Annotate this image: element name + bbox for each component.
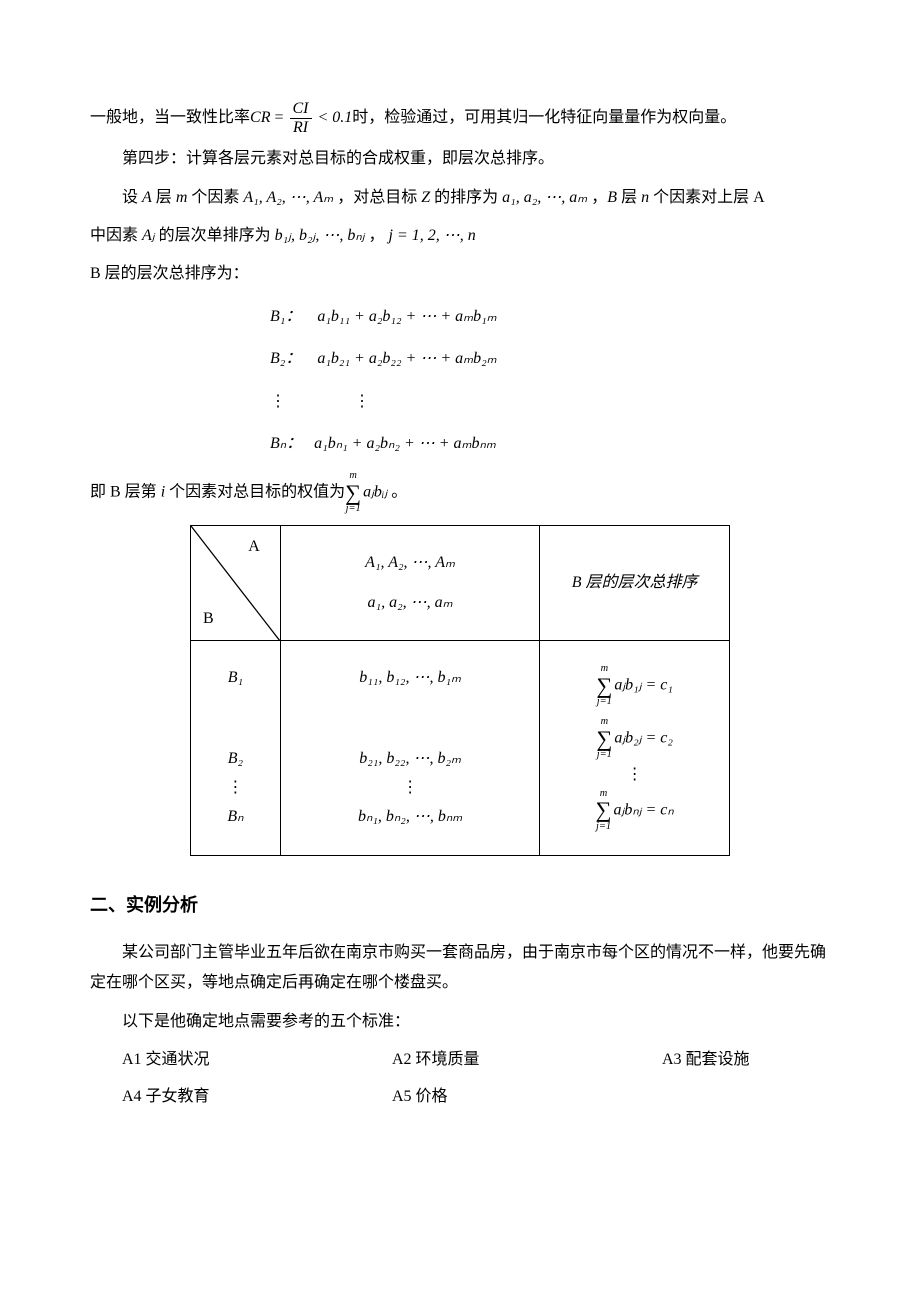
- sigma-icon: m∑j=1: [596, 664, 612, 707]
- term: aⱼbᵢⱼ: [363, 484, 387, 501]
- sigma-icon: m∑j=1: [596, 717, 612, 760]
- paragraph-cr-check: 一般地，当一致性比率CR = CIRI < 0.1时，检验通过，可用其归一化特征…: [90, 100, 830, 136]
- list: A₁, A₂, ⋯, Aₘ: [243, 189, 333, 206]
- var: j = 1, 2, ⋯, n: [389, 227, 476, 244]
- var: A: [142, 189, 152, 206]
- paragraph-step4: 第四步：计算各层元素对总目标的合成权重，即层次总排序。: [90, 144, 830, 174]
- table-header-2: A₁, A₂, ⋯, Aₘ a₁, a₂, ⋯, aₘ: [280, 525, 539, 641]
- expr: a₁b₁₁ + a₂b₁₂ + ⋯ + aₘb₁ₘ: [317, 308, 496, 325]
- criteria-list: A1 交通状况 A2 环境质量 A3 配套设施 A4 子女教育 A5 价格: [122, 1045, 830, 1118]
- text: =: [270, 109, 287, 126]
- numerator: CI: [290, 100, 312, 119]
- header-a-list: A₁, A₂, ⋯, Aₘ: [291, 548, 529, 578]
- label: B₁：: [270, 308, 301, 325]
- text: 层: [617, 189, 641, 206]
- header-b: B: [203, 604, 214, 634]
- criteria-item: A4 子女教育: [122, 1082, 392, 1112]
- text: ，: [587, 189, 607, 206]
- var: Aⱼ: [142, 227, 155, 244]
- paragraph-example-1: 某公司部门主管毕业五年后欲在南京市购买一套商品房，由于南京市每个区的情况不一样，…: [90, 938, 830, 999]
- term: aⱼb₂ⱼ = c₂: [614, 730, 673, 747]
- paragraph-b-layer: B 层的层次总排序为：: [90, 259, 830, 289]
- paragraph-weight: 即 B 层第 i 个因素对总目标的权值为m∑j=1aⱼbᵢⱼ 。: [90, 471, 830, 514]
- criteria-item: A5 价格: [392, 1082, 662, 1112]
- sum-expr: m∑j=1aⱼb₁ⱼ = c₁: [550, 664, 719, 707]
- var: n: [641, 189, 649, 206]
- denominator: RI: [290, 119, 312, 137]
- sum-expr: m∑j=1aⱼbₙⱼ = cₙ: [550, 789, 719, 832]
- vdots-icon: ⋮: [201, 784, 270, 792]
- equation-b2: B₂： a₁b₂₁ + a₂b₂₂ + ⋯ + aₘb₂ₘ: [90, 344, 830, 374]
- paragraph-layer-a-cont: 中因素 Aⱼ 的层次单排序为 b₁ⱼ, b₂ⱼ, ⋯, bₙⱼ ， j = 1,…: [90, 221, 830, 251]
- text: 个因素对总目标的权值为: [165, 484, 345, 501]
- criteria-item: A2 环境质量: [392, 1045, 662, 1075]
- text: 个因素: [187, 189, 243, 206]
- sum-expr: m∑j=1aⱼb₂ⱼ = c₂: [550, 717, 719, 760]
- table-header-diag: A B: [191, 525, 281, 641]
- cell: b₂₁, b₂₂, ⋯, b₂ₘ: [291, 744, 529, 774]
- list: a₁, a₂, ⋯, aₘ: [502, 189, 587, 206]
- sigma-bot: j=1: [345, 504, 361, 514]
- paragraph-example-2: 以下是他确定地点需要参考的五个标准：: [90, 1007, 830, 1037]
- expr: a₁bₙ₁ + a₂bₙ₂ + ⋯ + aₘbₙₘ: [314, 435, 496, 452]
- cell: B₂: [201, 744, 270, 774]
- text: 的排序为: [430, 189, 502, 206]
- text: 中因素: [90, 227, 142, 244]
- paragraph-layer-a: 设 A 层 m 个因素 A₁, A₂, ⋯, Aₘ ，对总目标 Z 的排序为 a…: [90, 183, 830, 213]
- sigma-symbol: ∑: [345, 482, 361, 504]
- text: 时，检验通过，可用其归一化特征向量量作为权向量。: [352, 109, 736, 126]
- header-a: A: [248, 532, 260, 562]
- cell: bₙ₁, bₙ₂, ⋯, bₙₘ: [291, 802, 529, 832]
- table-cell: B₁ B₂ ⋮ Bₙ: [191, 641, 281, 856]
- var: B: [607, 189, 617, 206]
- header-a-weights: a₁, a₂, ⋯, aₘ: [291, 588, 529, 618]
- vdots-icon: ⋮: [354, 398, 370, 406]
- sigma-icon: m∑j=1: [345, 471, 361, 514]
- text: 即 B 层第: [90, 484, 161, 501]
- label: Bₙ：: [270, 435, 302, 452]
- text: ，: [365, 227, 389, 244]
- cell: Bₙ: [201, 802, 270, 832]
- text: 一般地，当一致性比率: [90, 109, 250, 126]
- cell: b₁₁, b₁₂, ⋯, b₁ₘ: [291, 663, 529, 693]
- criteria-item: A1 交通状况: [122, 1045, 392, 1075]
- vdots-icon: ⋮: [270, 398, 286, 406]
- table-cell: b₁₁, b₁₂, ⋯, b₁ₘ b₂₁, b₂₂, ⋯, b₂ₘ ⋮ bₙ₁,…: [280, 641, 539, 856]
- text: < 0.1: [314, 109, 353, 126]
- vdots-icon: ⋮: [291, 784, 529, 792]
- fraction: CIRI: [290, 100, 312, 136]
- term: aⱼb₁ⱼ = c₁: [614, 677, 673, 694]
- text: 层: [152, 189, 176, 206]
- var: Z: [421, 189, 430, 206]
- expr: a₁b₂₁ + a₂b₂₂ + ⋯ + aₘb₂ₘ: [317, 350, 496, 367]
- equation-b1: B₁： a₁b₁₁ + a₂b₁₂ + ⋯ + aₘb₁ₘ: [90, 302, 830, 332]
- label: B₂：: [270, 350, 301, 367]
- list: b₁ⱼ, b₂ⱼ, ⋯, bₙⱼ: [275, 227, 365, 244]
- table-cell: m∑j=1aⱼb₁ⱼ = c₁ m∑j=1aⱼb₂ⱼ = c₂ ⋮ m∑j=1a…: [540, 641, 730, 856]
- sigma-icon: m∑j=1: [596, 789, 612, 832]
- text: 。: [387, 484, 407, 501]
- table-header-3: B 层的层次总排序: [540, 525, 730, 641]
- term: aⱼbₙⱼ = cₙ: [614, 801, 674, 818]
- text: 的层次单排序为: [155, 227, 275, 244]
- hierarchy-table: A B A₁, A₂, ⋯, Aₘ a₁, a₂, ⋯, aₘ B 层的层次总排…: [190, 525, 730, 856]
- var: m: [176, 189, 188, 206]
- text: 设: [122, 189, 142, 206]
- equation-bn: Bₙ： a₁bₙ₁ + a₂bₙ₂ + ⋯ + aₘbₙₘ: [90, 429, 830, 459]
- vdots-icon: ⋮: [550, 771, 719, 779]
- criteria-item: A3 配套设施: [662, 1045, 750, 1075]
- section-heading: 二、实例分析: [90, 888, 830, 922]
- cell: B₁: [201, 663, 270, 693]
- equation-vdots: ⋮ ⋮: [90, 387, 830, 417]
- text: ，对总目标: [333, 189, 421, 206]
- text: 个因素对上层 A: [649, 189, 765, 206]
- math-cr: CR: [250, 109, 270, 126]
